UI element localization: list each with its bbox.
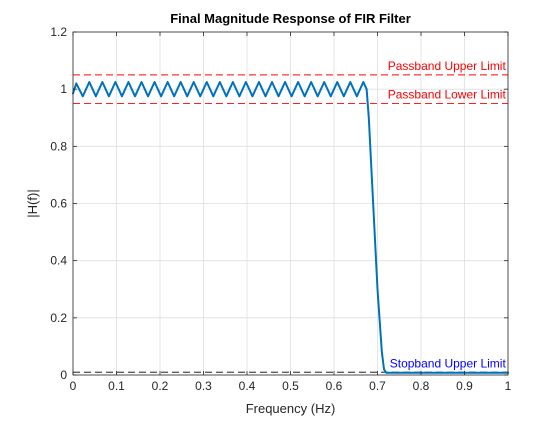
- x-tick-label: 0.3: [195, 379, 212, 393]
- y-tick-label: 0.4: [50, 254, 67, 268]
- x-tick-label: 0.9: [456, 379, 473, 393]
- x-tick-label: 0.4: [239, 379, 256, 393]
- x-tick-label: 0.1: [108, 379, 125, 393]
- x-tick-label: 0.8: [413, 379, 430, 393]
- x-tick-label: 0: [70, 379, 77, 393]
- annotations: Passband Upper Limit Passband Lower Limit…: [388, 59, 507, 370]
- x-tick-label: 0.6: [326, 379, 343, 393]
- y-tick-label: 1: [60, 82, 67, 96]
- x-tick-label: 1: [505, 379, 512, 393]
- annotation-label: Passband Lower Limit: [388, 88, 507, 102]
- x-tick-label: 0.7: [369, 379, 386, 393]
- series-layer: [72, 81, 509, 374]
- y-tick-label: 1.2: [50, 25, 67, 39]
- y-tick-label: 0: [60, 368, 67, 382]
- chart-title: Final Magnitude Response of FIR Filter: [170, 11, 411, 26]
- annotation-label: Stopband Upper Limit: [390, 356, 507, 370]
- y-axis-label: |H(f)|: [25, 189, 40, 217]
- ticks: 0 0.1 0.2 0.3 0.4 0.5 0.6 0.7 0.8 0.9 1 0 0.2 0.4 0.6 0…: [50, 25, 511, 393]
- annotation-label: Passband Upper Limit: [388, 59, 507, 73]
- y-tick-label: 0.6: [50, 197, 67, 211]
- x-tick-label: 0.5: [282, 379, 299, 393]
- y-tick-label: 0.2: [50, 311, 67, 325]
- x-axis-label: Frequency (Hz): [246, 401, 336, 416]
- magnitude-response-line: [72, 81, 509, 374]
- reference-lines: [73, 74, 508, 373]
- x-tick-label: 0.2: [152, 379, 169, 393]
- y-tick-label: 0.8: [50, 139, 67, 153]
